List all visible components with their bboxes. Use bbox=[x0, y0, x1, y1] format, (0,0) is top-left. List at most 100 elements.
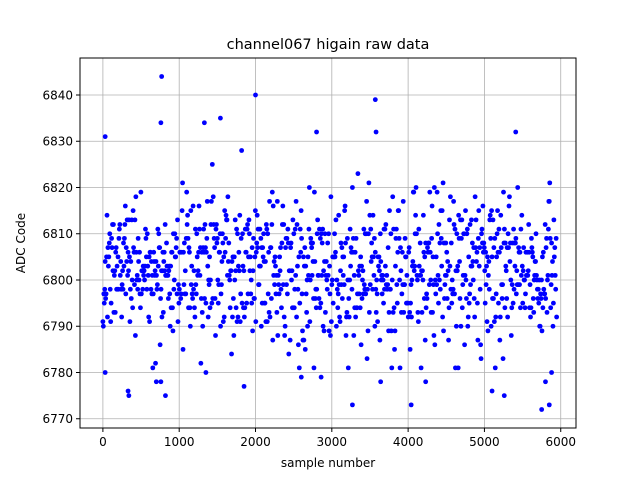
data-point bbox=[466, 300, 472, 306]
data-point bbox=[322, 231, 328, 237]
data-point bbox=[423, 305, 429, 311]
data-point bbox=[294, 314, 299, 320]
data-point bbox=[303, 263, 309, 269]
data-point bbox=[416, 263, 422, 269]
data-point bbox=[295, 263, 300, 269]
data-point bbox=[342, 208, 348, 214]
data-point bbox=[465, 314, 471, 320]
data-point bbox=[281, 314, 287, 320]
data-point bbox=[238, 291, 244, 297]
data-point bbox=[364, 356, 370, 362]
data-point bbox=[236, 263, 241, 269]
data-point bbox=[132, 282, 137, 288]
data-point bbox=[304, 309, 310, 315]
data-point bbox=[140, 286, 146, 292]
data-point bbox=[491, 245, 497, 251]
data-point bbox=[479, 231, 484, 237]
data-point bbox=[230, 314, 235, 320]
data-point bbox=[263, 222, 269, 227]
data-point bbox=[463, 208, 468, 214]
data-point bbox=[398, 245, 403, 251]
y-tick-label: 6800 bbox=[42, 273, 73, 287]
data-point bbox=[197, 226, 202, 232]
data-point bbox=[394, 300, 400, 306]
data-point bbox=[356, 291, 362, 297]
data-point bbox=[133, 333, 138, 338]
data-point bbox=[465, 323, 471, 329]
data-point bbox=[462, 342, 467, 348]
data-point-outlier bbox=[125, 388, 131, 394]
data-point bbox=[137, 249, 142, 255]
data-point bbox=[313, 305, 319, 311]
data-point bbox=[452, 226, 458, 232]
data-point bbox=[470, 277, 476, 283]
data-point bbox=[496, 300, 501, 306]
data-point bbox=[355, 171, 361, 177]
data-point bbox=[200, 323, 206, 329]
data-point bbox=[334, 277, 340, 283]
data-point bbox=[202, 222, 208, 227]
data-point bbox=[526, 222, 532, 227]
data-point bbox=[121, 263, 127, 269]
data-point bbox=[438, 235, 444, 241]
data-point bbox=[388, 231, 394, 237]
data-point bbox=[293, 198, 299, 204]
data-point bbox=[518, 272, 524, 278]
data-point bbox=[517, 249, 523, 255]
data-point bbox=[109, 235, 114, 241]
data-point bbox=[372, 249, 378, 255]
data-point bbox=[285, 291, 290, 297]
data-point bbox=[247, 231, 252, 237]
data-point bbox=[408, 300, 413, 306]
data-point bbox=[270, 337, 276, 343]
data-point bbox=[253, 249, 259, 255]
data-point bbox=[356, 272, 362, 278]
data-point bbox=[412, 263, 418, 269]
data-point bbox=[213, 333, 218, 338]
data-point bbox=[550, 259, 555, 264]
data-point bbox=[409, 277, 415, 283]
data-point bbox=[299, 235, 304, 241]
data-point bbox=[155, 226, 161, 232]
data-point bbox=[171, 277, 177, 283]
data-point bbox=[309, 272, 315, 278]
data-point bbox=[510, 300, 516, 306]
data-point bbox=[236, 249, 242, 255]
data-point bbox=[513, 235, 519, 241]
data-point bbox=[390, 194, 396, 200]
data-point bbox=[348, 245, 354, 251]
data-point bbox=[492, 235, 498, 241]
data-point bbox=[399, 291, 405, 297]
data-point bbox=[178, 296, 184, 301]
data-point bbox=[511, 286, 517, 292]
data-point bbox=[542, 222, 548, 227]
data-point bbox=[133, 194, 139, 200]
data-point bbox=[421, 249, 427, 255]
data-point bbox=[432, 277, 438, 283]
data-point bbox=[358, 254, 364, 260]
data-point bbox=[240, 231, 245, 237]
data-point bbox=[251, 235, 256, 241]
data-point bbox=[299, 291, 305, 297]
data-point bbox=[414, 231, 419, 237]
data-point bbox=[439, 208, 445, 214]
data-point bbox=[340, 272, 346, 278]
data-point bbox=[415, 277, 420, 283]
data-point bbox=[550, 323, 556, 329]
data-point bbox=[295, 342, 301, 348]
data-point bbox=[440, 314, 446, 320]
data-point bbox=[131, 245, 136, 251]
data-point bbox=[497, 314, 503, 320]
data-point bbox=[381, 300, 386, 306]
data-point-outlier bbox=[546, 402, 552, 408]
data-point bbox=[377, 231, 383, 237]
data-point bbox=[303, 291, 309, 297]
data-point bbox=[301, 254, 306, 260]
data-point bbox=[534, 272, 539, 278]
data-point bbox=[192, 314, 198, 320]
data-point bbox=[344, 235, 350, 241]
data-point bbox=[191, 286, 196, 292]
data-point bbox=[222, 208, 228, 214]
data-point-outlier bbox=[513, 129, 519, 135]
data-point bbox=[167, 323, 173, 329]
